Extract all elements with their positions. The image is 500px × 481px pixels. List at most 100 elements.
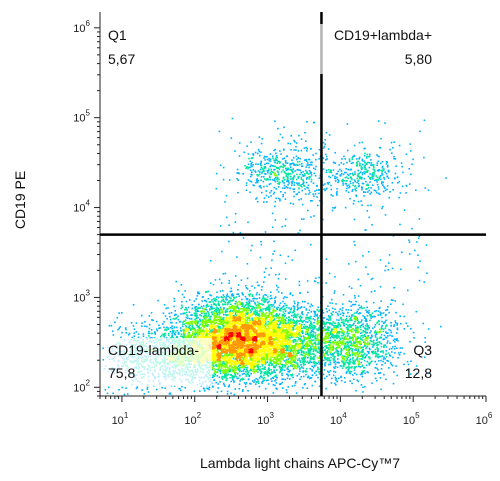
- event-dot: [333, 366, 335, 369]
- event-dot: [381, 364, 383, 366]
- event-dot: [279, 302, 282, 304]
- event-dot: [346, 187, 348, 190]
- event-dot: [341, 329, 344, 332]
- event-dot: [251, 161, 253, 164]
- event-dot: [389, 334, 391, 337]
- event-dot: [355, 187, 358, 189]
- event-dot: [384, 189, 387, 192]
- event-dot: [388, 262, 390, 264]
- event-dot: [276, 307, 278, 309]
- event-dot: [350, 329, 352, 332]
- event-dot: [222, 273, 225, 275]
- event-dot: [391, 267, 394, 270]
- event-dot: [273, 315, 275, 317]
- event-dot: [181, 385, 183, 388]
- event-dot: [346, 340, 349, 343]
- event-dot: [310, 178, 313, 181]
- event-dot: [381, 355, 383, 357]
- event-dot: [326, 357, 329, 359]
- event-dot: [286, 180, 288, 182]
- event-dot: [361, 372, 363, 374]
- event-dot: [195, 298, 197, 300]
- event-dot: [342, 347, 345, 350]
- event-dot: [335, 334, 337, 337]
- event-dot: [345, 183, 348, 185]
- event-dot: [278, 323, 281, 326]
- event-dot: [344, 336, 347, 339]
- event-dot: [310, 147, 312, 150]
- event-dot: [363, 331, 365, 333]
- event-dot: [349, 319, 351, 321]
- event-dot: [210, 329, 212, 332]
- event-dot: [266, 201, 268, 203]
- event-dot: [216, 296, 218, 298]
- event-dot: [372, 184, 374, 186]
- event-dot: [301, 203, 304, 206]
- event-dot: [348, 168, 350, 171]
- event-dot: [217, 383, 219, 385]
- event-dot: [389, 355, 392, 357]
- event-dot: [328, 363, 330, 366]
- event-dot: [353, 318, 355, 320]
- event-dot: [365, 180, 367, 183]
- event-dot: [378, 177, 381, 179]
- event-dot: [333, 292, 336, 294]
- event-dot: [324, 363, 326, 366]
- event-dot: [284, 187, 286, 189]
- event-dot: [255, 369, 257, 372]
- event-dot: [244, 308, 246, 310]
- event-dot: [352, 174, 354, 177]
- event-dot: [220, 282, 223, 284]
- event-dot: [148, 315, 151, 317]
- event-dot: [359, 325, 362, 327]
- event-dot: [357, 322, 359, 325]
- event-dot: [258, 367, 260, 370]
- event-dot: [304, 169, 307, 172]
- event-dot: [268, 369, 270, 372]
- event-dot: [275, 361, 278, 363]
- event-dot: [382, 184, 384, 186]
- event-dot: [342, 182, 344, 184]
- event-dot: [318, 343, 320, 345]
- event-dot: [312, 327, 315, 329]
- event-dot: [216, 291, 218, 294]
- event-dot: [318, 326, 320, 329]
- event-dot: [224, 272, 227, 275]
- event-dot: [300, 327, 303, 329]
- event-dot: [166, 317, 168, 320]
- event-dot: [224, 364, 226, 366]
- event-dot: [374, 360, 376, 363]
- event-dot: [239, 231, 242, 234]
- event-dot: [303, 361, 306, 363]
- event-dot: [249, 191, 251, 194]
- event-dot: [250, 305, 253, 308]
- event-dot: [292, 318, 295, 321]
- event-dot: [366, 323, 368, 325]
- event-dot: [183, 330, 186, 332]
- event-dot: [305, 318, 307, 320]
- event-dot: [357, 380, 360, 383]
- event-dot: [270, 168, 272, 171]
- event-dot: [358, 164, 361, 167]
- event-dot: [310, 333, 312, 336]
- event-dot: [343, 312, 345, 315]
- event-dot: [249, 169, 252, 172]
- event-dot: [333, 352, 336, 354]
- event-dot: [341, 349, 343, 351]
- event-dot: [224, 385, 226, 387]
- event-dot: [217, 307, 219, 310]
- event-dot: [274, 371, 276, 374]
- event-dot: [345, 168, 347, 170]
- event-dot: [346, 334, 349, 336]
- event-dot: [419, 260, 421, 262]
- event-dot: [353, 329, 356, 331]
- event-dot: [376, 347, 378, 349]
- event-dot: [267, 372, 270, 374]
- event-dot: [199, 390, 201, 392]
- event-dot: [158, 324, 160, 327]
- event-dot: [279, 353, 282, 355]
- event-dot: [295, 340, 297, 342]
- event-dot: [264, 166, 267, 168]
- event-dot: [257, 163, 259, 165]
- event-dot: [362, 350, 364, 353]
